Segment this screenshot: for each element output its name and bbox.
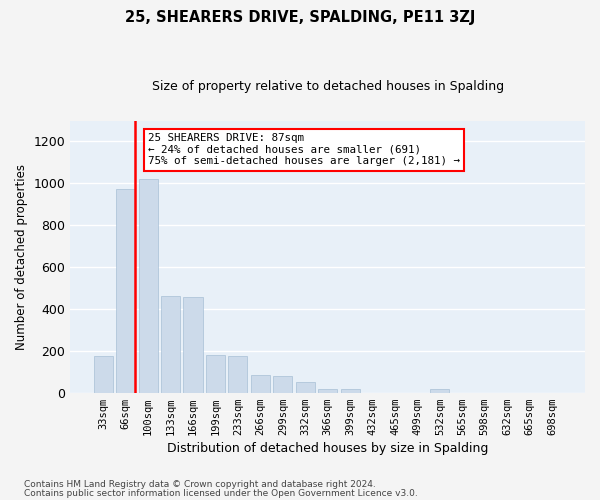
Y-axis label: Number of detached properties: Number of detached properties <box>15 164 28 350</box>
X-axis label: Distribution of detached houses by size in Spalding: Distribution of detached houses by size … <box>167 442 488 455</box>
Bar <box>116 188 135 392</box>
Bar <box>273 376 292 392</box>
Bar <box>206 355 225 393</box>
Bar <box>430 388 449 392</box>
Text: Contains public sector information licensed under the Open Government Licence v3: Contains public sector information licen… <box>24 489 418 498</box>
Bar <box>94 356 113 393</box>
Bar <box>318 388 337 392</box>
Bar <box>229 356 247 393</box>
Title: Size of property relative to detached houses in Spalding: Size of property relative to detached ho… <box>152 80 504 93</box>
Bar <box>341 388 359 392</box>
Bar <box>139 179 158 392</box>
Text: 25, SHEARERS DRIVE, SPALDING, PE11 3ZJ: 25, SHEARERS DRIVE, SPALDING, PE11 3ZJ <box>125 10 475 25</box>
Bar <box>296 382 315 392</box>
Text: 25 SHEARERS DRIVE: 87sqm
← 24% of detached houses are smaller (691)
75% of semi-: 25 SHEARERS DRIVE: 87sqm ← 24% of detach… <box>148 133 460 166</box>
Bar <box>184 298 203 392</box>
Bar <box>161 296 180 392</box>
Text: Contains HM Land Registry data © Crown copyright and database right 2024.: Contains HM Land Registry data © Crown c… <box>24 480 376 489</box>
Bar <box>251 375 270 392</box>
